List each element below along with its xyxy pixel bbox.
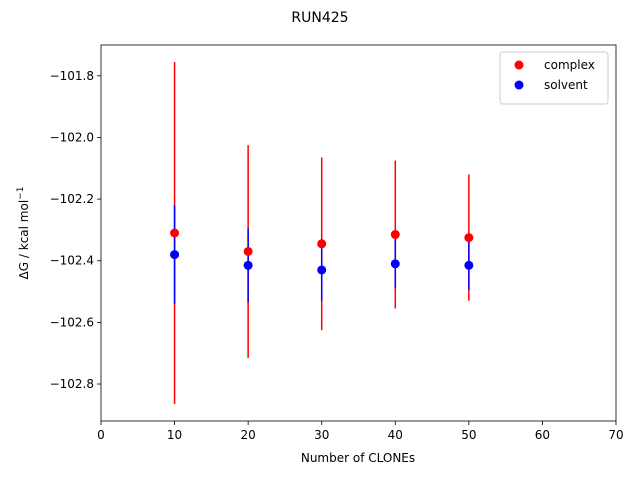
y-tick-label-5: −101.8 bbox=[50, 69, 94, 83]
point-solvent-1 bbox=[243, 260, 253, 270]
point-solvent-4 bbox=[464, 260, 474, 270]
point-solvent-3 bbox=[390, 259, 400, 269]
y-tick-label-0: −102.8 bbox=[50, 377, 94, 391]
point-complex-1 bbox=[243, 246, 253, 256]
chart-title: RUN425 bbox=[291, 10, 348, 26]
x-tick-label-6: 60 bbox=[535, 428, 550, 442]
point-complex-3 bbox=[390, 230, 400, 240]
point-complex-0 bbox=[170, 228, 180, 238]
y-tick-label-3: −102.2 bbox=[50, 192, 94, 206]
x-tick-label-0: 0 bbox=[97, 428, 105, 442]
x-tick-label-2: 20 bbox=[241, 428, 256, 442]
point-solvent-2 bbox=[317, 265, 327, 275]
y-axis-label-superscript: −1 bbox=[16, 187, 26, 200]
legend: complex solvent bbox=[499, 51, 609, 105]
x-tick-label-1: 10 bbox=[167, 428, 182, 442]
x-tick-label-4: 40 bbox=[388, 428, 403, 442]
point-solvent-0 bbox=[170, 250, 180, 260]
legend-label-complex: complex bbox=[544, 58, 595, 72]
legend-box bbox=[499, 51, 609, 105]
point-complex-2 bbox=[317, 239, 327, 249]
y-tick-label-1: −102.6 bbox=[50, 315, 94, 329]
x-tick-label-3: 30 bbox=[314, 428, 329, 442]
plot-area bbox=[100, 44, 617, 422]
y-axis: −102.8 −102.6 −102.4 −102.2 −102.0 −101.8 bbox=[50, 69, 101, 391]
y-tick-label-2: −102.4 bbox=[50, 254, 94, 268]
x-tick-label-5: 50 bbox=[461, 428, 476, 442]
y-axis-label-text: ΔG / kcal mol bbox=[17, 200, 31, 280]
plot-frame bbox=[100, 44, 617, 422]
legend-marker-solvent bbox=[514, 80, 524, 90]
x-tick-label-7: 70 bbox=[608, 428, 623, 442]
y-axis-label: ΔG / kcal mol−1 bbox=[16, 187, 31, 280]
x-axis: 0 10 20 30 40 50 60 70 bbox=[97, 421, 624, 442]
point-complex-4 bbox=[464, 233, 474, 243]
y-tick-label-4: −102.0 bbox=[50, 130, 94, 144]
x-axis-label: Number of CLONEs bbox=[301, 451, 415, 465]
legend-marker-complex bbox=[514, 60, 524, 70]
legend-label-solvent: solvent bbox=[544, 78, 588, 92]
